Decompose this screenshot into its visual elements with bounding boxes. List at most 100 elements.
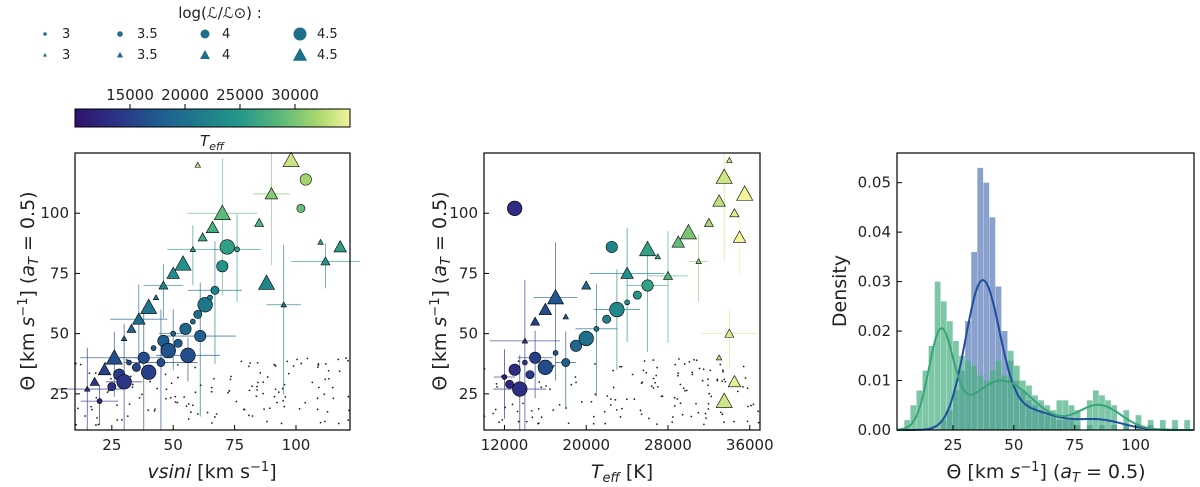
data-point-triangle: [282, 151, 300, 167]
background-dot: [752, 403, 755, 406]
histogram-bar: [1038, 400, 1044, 430]
background-dot: [511, 403, 514, 406]
background-dot: [656, 423, 658, 426]
data-point-circle: [216, 260, 229, 273]
data-point-circle: [505, 379, 514, 389]
background-dot: [331, 386, 334, 389]
data-point-triangle: [132, 312, 146, 325]
x-tick-label: 36000: [726, 436, 774, 454]
legend-triangle-marker: [200, 50, 210, 59]
background-dot: [243, 408, 246, 411]
background-dot: [757, 410, 760, 413]
background-dot: [652, 359, 655, 361]
kde-curve: [896, 326, 1193, 431]
background-dot: [324, 363, 327, 365]
background-dot: [721, 380, 724, 383]
y-tick-label: 100: [40, 204, 69, 222]
background-dot: [545, 385, 547, 387]
background-dot: [674, 363, 677, 366]
data-point-triangle: [120, 335, 128, 341]
x-tick-label: 25: [102, 436, 121, 454]
background-dot: [183, 396, 186, 398]
background-dot: [612, 386, 615, 389]
background-dot: [701, 379, 704, 382]
data-point-circle: [96, 398, 103, 404]
legend-entries: 3 3.5 4 4.5 3 3.5 4 4.5: [43, 27, 338, 63]
background-dot: [176, 363, 179, 366]
background-dot: [125, 358, 128, 361]
background-dot: [676, 398, 679, 400]
y-tick-label: 0.00: [858, 421, 891, 439]
background-dot: [516, 410, 519, 413]
panel2-small-points: [483, 358, 760, 426]
background-dot: [719, 411, 722, 414]
background-dot: [319, 421, 322, 424]
background-dot: [603, 410, 606, 413]
y-tick-label: 75: [50, 264, 69, 282]
background-dot: [703, 423, 705, 426]
histogram-bar: [1001, 375, 1008, 430]
background-dot: [747, 405, 749, 408]
background-dot: [187, 403, 190, 405]
data-point-triangle: [727, 374, 742, 388]
background-dot: [707, 384, 709, 387]
panel-theta-histogram: 25 50 75 100 0.00 0.01 0.02 0.03 0.04 0.05 Θ [km …: [829, 152, 1195, 486]
data-point-triangle: [197, 232, 208, 242]
background-dot: [645, 371, 648, 374]
background-dot: [681, 413, 684, 416]
background-dot: [540, 416, 543, 419]
kde-curve: [897, 278, 1193, 431]
background-dot: [210, 386, 213, 389]
data-point-triangle: [213, 204, 231, 220]
background-dot: [612, 369, 615, 372]
background-dot: [618, 365, 621, 368]
legend-triangle-label: 4.5: [317, 48, 338, 63]
data-point-triangle: [715, 354, 723, 361]
background-dot: [327, 369, 330, 372]
background-dot: [631, 373, 634, 376]
background-dot: [679, 383, 682, 386]
panel1-frame: [74, 152, 351, 431]
data-point-circle: [141, 364, 157, 380]
data-point-triangle: [547, 288, 565, 305]
histogram-bar: [995, 286, 1002, 430]
background-dot: [347, 419, 350, 422]
histogram-bar: [1074, 410, 1081, 430]
background-dot: [525, 420, 528, 423]
data-point-circle: [170, 330, 177, 337]
y-tick-label: 25: [50, 385, 69, 403]
background-dot: [604, 422, 607, 425]
background-dot: [287, 372, 290, 375]
background-dot: [716, 378, 719, 381]
y-tick-label: 25: [459, 385, 478, 403]
background-dot: [284, 395, 287, 398]
background-dot: [212, 377, 215, 380]
background-dot: [94, 372, 97, 374]
background-dot: [316, 408, 319, 411]
data-point-triangle: [715, 392, 733, 408]
background-dot: [619, 416, 622, 418]
background-dot: [708, 392, 711, 395]
y-tick-label: 0.03: [858, 273, 891, 291]
background-dot: [695, 402, 697, 405]
data-point-triangle: [84, 385, 91, 392]
colorbar-gradient: [74, 108, 351, 128]
histogram-bar: [959, 355, 965, 430]
data-point-triangle: [662, 270, 674, 280]
background-dot: [707, 408, 710, 410]
background-dot: [501, 418, 504, 421]
histogram-bar: [1092, 390, 1099, 430]
background-dot: [79, 363, 82, 366]
histogram-bar: [1050, 410, 1057, 430]
background-dot: [338, 370, 341, 373]
background-dot: [324, 378, 327, 381]
background-dot: [684, 389, 686, 392]
background-dot: [316, 366, 319, 368]
x-tick-label: 28000: [644, 436, 692, 454]
background-dot: [648, 417, 650, 420]
histogram-bar: [983, 182, 990, 430]
data-point-circle: [602, 314, 612, 324]
colorbar-tick-label: 20000: [161, 86, 209, 104]
background-dot: [722, 370, 724, 373]
background-dot: [170, 382, 173, 385]
